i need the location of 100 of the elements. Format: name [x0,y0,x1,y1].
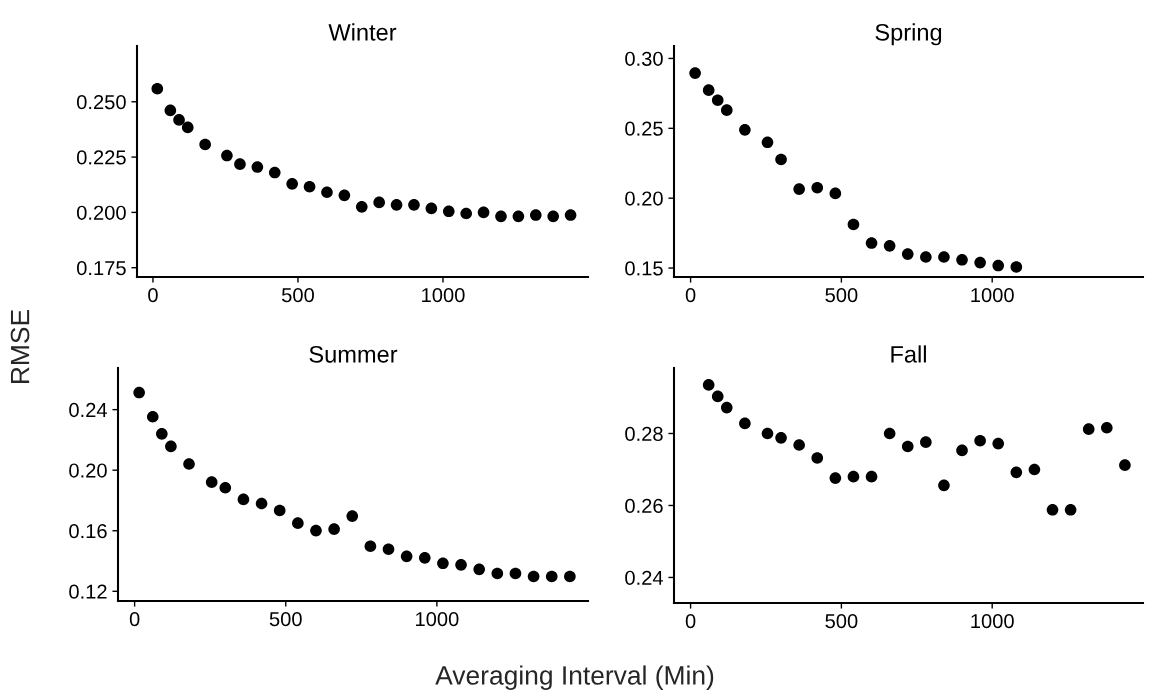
point [292,517,304,529]
point [346,510,359,522]
point [702,379,715,391]
x-tick-label: 1000 [416,611,459,627]
y-tick-label: 0.20 [69,463,107,478]
chart-title: Winter [328,23,397,41]
y-tick-label: 0.12 [69,584,107,599]
x-axis-title: Averaging Interval (Min) [435,665,714,690]
point [364,540,377,552]
x-tick-label: 500 [269,611,302,627]
y-tick-label: 0.26 [625,498,663,513]
point [529,209,542,221]
x-tick-label: 0 [148,287,158,303]
x-tick-label: 500 [825,287,858,303]
point [268,166,281,179]
point [883,240,896,252]
point [689,67,701,79]
point [564,209,577,221]
point [181,121,194,134]
point [219,481,232,494]
x-tick-label: 1000 [971,287,1014,303]
y-tick-label: 0.20 [625,191,663,206]
point [146,410,159,423]
point [901,440,914,453]
point [829,472,842,484]
point [720,401,733,414]
point [938,251,950,263]
point [702,84,715,96]
point [920,251,932,263]
point [237,493,250,506]
point [829,187,842,200]
point [956,254,968,266]
point [400,550,413,563]
point [151,82,164,95]
y-tick-label: 0.16 [69,523,107,539]
point [545,570,558,583]
x-tick-label: 0 [685,287,696,303]
point [865,470,878,483]
point [811,452,824,464]
point [1010,261,1023,273]
point [811,181,824,194]
point [761,136,774,149]
y-tick-label: 0.24 [69,402,107,418]
point [883,427,896,440]
point [460,207,472,220]
point [408,199,420,211]
point [251,161,264,173]
point [512,210,525,223]
point [328,523,340,535]
point [418,552,431,564]
point [938,479,950,492]
y-tick-label: 0.24 [625,570,663,585]
point [1010,466,1023,479]
point [437,557,449,570]
point [425,202,438,215]
point [974,434,986,447]
chart-title: Spring [875,23,942,46]
point [1082,423,1095,435]
point [793,183,805,195]
point [234,158,246,170]
point [793,439,805,451]
point [711,94,724,107]
y-tick-label: 0.30 [625,51,663,66]
point [338,189,351,202]
point [310,524,322,537]
point [992,437,1005,450]
point [527,570,540,583]
x-tick-label: 1000 [422,287,465,303]
point [1119,459,1131,471]
point [255,497,268,510]
point [992,259,1005,272]
point [286,178,298,190]
y-tick-label: 0.225 [76,150,126,165]
x-tick-label: 0 [685,613,696,629]
point [739,417,751,430]
point [711,390,724,403]
point [165,440,177,453]
point [205,476,218,488]
point [720,104,733,116]
point [455,559,467,571]
point [273,504,286,517]
point [355,201,368,213]
point [477,206,490,219]
point [303,180,316,193]
y-tick-label: 0.15 [625,261,663,276]
point [956,444,968,457]
point [1064,503,1077,516]
point [847,470,860,483]
y-tick-label: 0.250 [76,94,126,110]
point [920,436,932,448]
point [1046,503,1059,516]
x-tick-label: 0 [129,611,140,627]
point [491,567,504,580]
y-tick-label: 0.175 [76,260,126,276]
point [442,205,455,218]
point [775,153,787,166]
point [564,570,576,583]
y-tick-label: 0.28 [625,426,663,441]
point [865,237,878,249]
point [183,458,195,470]
